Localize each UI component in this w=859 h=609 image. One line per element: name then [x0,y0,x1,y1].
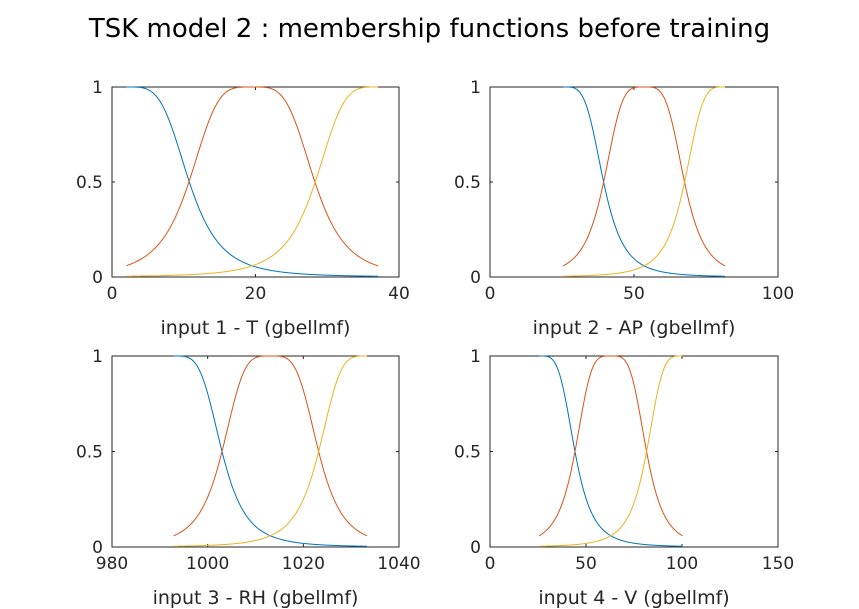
x-axis-label: input 4 - V (gbellmf) [538,587,729,609]
membership-function-3-line [563,86,726,277]
axes-box [111,355,400,548]
x-tick-label: 40 [388,284,410,304]
y-tick-label: 0.5 [76,173,103,193]
subplot-input-2: 0 50 100 0 0.5 1 input 2 - AP (gbellmf) [454,78,794,339]
x-tick-label: 20 [245,284,267,304]
y-tick-label: 1 [470,78,481,98]
subplot-input-3: 980 1000 1020 1040 0 0.5 1 input 3 - RH (gbellm… [76,347,421,609]
axes-box [489,86,779,278]
x-tick-label: 50 [575,554,597,574]
y-tick-label: 0 [470,538,481,558]
membership-function-2-line [126,86,379,267]
y-tick-label: 0.5 [454,443,481,463]
x-axis-label: input 1 - T (gbellmf) [161,317,351,339]
x-tick-label: 50 [623,284,645,304]
x-tick-label: 0 [485,284,496,304]
membership-function-1-line [563,86,726,277]
x-tick-label: 100 [762,284,794,304]
y-tick-label: 0 [92,268,103,288]
membership-function-2-line [538,355,683,537]
x-tick-label: 1020 [282,554,325,574]
membership-function-3-line [173,355,367,547]
y-tick-label: 1 [92,347,103,367]
y-tick-label: 1 [92,78,103,98]
x-axis-label: input 3 - RH (gbellmf) [153,587,359,609]
x-tick-label: 980 [96,554,128,574]
membership-function-1-line [173,355,367,547]
x-tick-label: 150 [762,554,794,574]
membership-function-2-line [562,86,726,267]
y-tick-label: 0 [470,268,481,288]
figure-title: TSK model 2 : membership functions befor… [88,14,771,44]
y-tick-label: 0 [92,538,103,558]
x-tick-label: 0 [107,284,118,304]
x-tick-label: 1000 [186,554,229,574]
membership-function-3-line [539,355,683,547]
membership-function-2-line [173,355,368,537]
subplot-input-1: 0 20 40 0 0.5 1 input 1 - T (gbellmf) [76,78,410,339]
membership-function-1-line [126,86,379,277]
x-tick-label: 1040 [377,554,420,574]
x-axis-label: input 2 - AP (gbellmf) [533,317,736,339]
x-tick-label: 100 [666,554,698,574]
membership-function-3-line [126,86,379,277]
y-tick-label: 0.5 [454,173,481,193]
y-tick-label: 1 [470,347,481,367]
subplot-input-4: 0 50 100 150 0 0.5 1 input 4 - V (gbellmf) [454,347,794,609]
x-tick-label: 0 [485,554,496,574]
membership-function-1-line [539,355,683,547]
y-tick-label: 0.5 [76,443,103,463]
